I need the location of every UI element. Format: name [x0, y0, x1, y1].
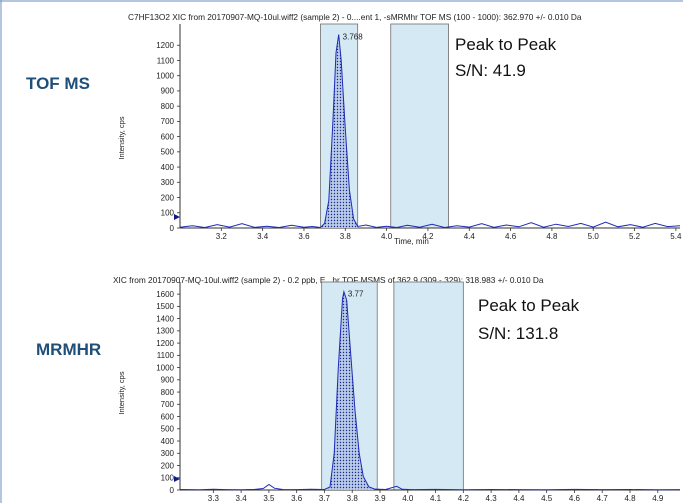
- p0-x-tick-label-4: 4.0: [381, 232, 393, 241]
- p1-y-tick-label-12: 1200: [156, 339, 174, 348]
- p1-x-tick-label-14: 4.7: [597, 494, 609, 503]
- p0-x-tick-label-1: 3.4: [257, 232, 269, 241]
- p1-y-tick-label-0: 0: [170, 486, 175, 495]
- p1-x-tick-label-1: 3.4: [236, 494, 248, 503]
- p0-x-tick-label-2: 3.6: [298, 232, 310, 241]
- p0-x-tick-label-0: 3.2: [216, 232, 228, 241]
- p1-baseline-marker: [174, 476, 180, 482]
- p0-x-tick-label-8: 4.8: [546, 232, 558, 241]
- p0-x-tick-label-10: 5.2: [629, 232, 641, 241]
- p1-x-tick-label-8: 4.1: [430, 494, 442, 503]
- p0-y-tick-label-6: 600: [161, 132, 175, 141]
- p1-y-tick-label-15: 1500: [156, 302, 174, 311]
- p1-y-tick-label-9: 900: [161, 376, 175, 385]
- p0-y-tick-label-7: 700: [161, 117, 175, 126]
- p1-x-tick-label-12: 4.5: [541, 494, 553, 503]
- p1-x-tick-label-11: 4.4: [513, 494, 525, 503]
- p1-y-tick-label-10: 1000: [156, 363, 174, 372]
- p1-y-tick-label-16: 1600: [156, 290, 174, 299]
- p1-chart-title: XIC from 20170907-MQ-10ul.wiff2 (sample …: [113, 275, 544, 285]
- p0-y-tick-label-4: 400: [161, 163, 175, 172]
- p1-y-tick-label-5: 500: [161, 425, 175, 434]
- p0-shaded-region-1: [390, 23, 449, 229]
- p1-x-tick-label-3: 3.6: [291, 494, 303, 503]
- p1-y-tick-label-14: 1400: [156, 314, 174, 323]
- p0-y-tick-label-1: 100: [161, 209, 175, 218]
- p1-x-tick-label-13: 4.6: [569, 494, 581, 503]
- p0-annotation-title: Peak to Peak: [455, 35, 557, 54]
- p1-y-tick-label-4: 400: [161, 437, 175, 446]
- tofms-panel-label: TOF MS: [26, 74, 90, 93]
- p1-x-tick-label-7: 4.0: [402, 494, 414, 503]
- p0-x-tick-label-11: 5.4: [670, 232, 682, 241]
- p1-y-axis-label: Intensity, cps: [117, 371, 126, 414]
- p1-y-tick-label-3: 300: [161, 449, 175, 458]
- p1-x-tick-label-5: 3.8: [347, 494, 359, 503]
- p0-y-tick-label-5: 500: [161, 148, 175, 157]
- p1-x-tick-label-16: 4.9: [652, 494, 664, 503]
- p1-y-tick-label-7: 700: [161, 400, 175, 409]
- p1-peak-area: [324, 291, 375, 490]
- p1-y-tick-label-6: 600: [161, 412, 175, 421]
- p1-peak-label: 3.77: [348, 290, 364, 299]
- p1-y-tick-label-8: 800: [161, 388, 175, 397]
- p0-chart-title: C7HF13O2 XIC from 20170907-MQ-10ul.wiff2…: [128, 12, 582, 22]
- p1-x-tick-label-2: 3.5: [263, 494, 275, 503]
- p1-shaded-region-1: [393, 281, 464, 491]
- p1-x-tick-label-15: 4.8: [624, 494, 636, 503]
- p0-y-tick-label-10: 1000: [156, 71, 174, 80]
- p0-x-axis-label: Time, min: [394, 237, 429, 246]
- p0-y-tick-label-8: 800: [161, 102, 175, 111]
- p0-annotation-sn: S/N: 41.9: [455, 61, 526, 80]
- p0-x-tick-label-6: 4.4: [464, 232, 476, 241]
- p1-y-tick-label-11: 1100: [157, 351, 175, 360]
- p0-baseline-marker: [174, 214, 180, 220]
- p0-series-line: [179, 34, 681, 229]
- p0-y-tick-label-2: 200: [161, 193, 175, 202]
- p0-x-tick-label-7: 4.6: [505, 232, 517, 241]
- p1-annotation-sn: S/N: 131.8: [478, 324, 558, 343]
- p0-y-tick-label-0: 0: [170, 224, 175, 233]
- p0-y-tick-label-9: 900: [161, 87, 175, 96]
- p0-peak-label: 3.768: [343, 33, 364, 42]
- p0-x-tick-label-5: 4.2: [422, 232, 434, 241]
- p1-y-tick-label-13: 1300: [156, 327, 174, 336]
- p0-y-tick-label-12: 1200: [156, 41, 174, 50]
- p0-x-tick-label-9: 5.0: [588, 232, 600, 241]
- p1-y-tick-label-1: 100: [161, 474, 175, 483]
- p1-annotation-title: Peak to Peak: [478, 296, 580, 315]
- p1-x-tick-label-4: 3.7: [319, 494, 331, 503]
- p0-y-axis-label: Intensity, cps: [117, 116, 126, 159]
- p0-y-tick-label-11: 1100: [157, 56, 175, 65]
- p1-y-tick-label-2: 200: [161, 461, 175, 470]
- p0-y-tick-label-3: 300: [161, 178, 175, 187]
- p1-series-line: [179, 289, 681, 491]
- p1-x-tick-label-10: 4.3: [486, 494, 498, 503]
- p1-x-tick-label-0: 3.3: [208, 494, 220, 503]
- mrmhr-panel-label: MRMHR: [36, 340, 102, 359]
- p1-x-tick-label-9: 4.2: [458, 494, 470, 503]
- p1-x-tick-label-6: 3.9: [374, 494, 386, 503]
- p0-x-tick-label-3: 3.8: [340, 232, 352, 241]
